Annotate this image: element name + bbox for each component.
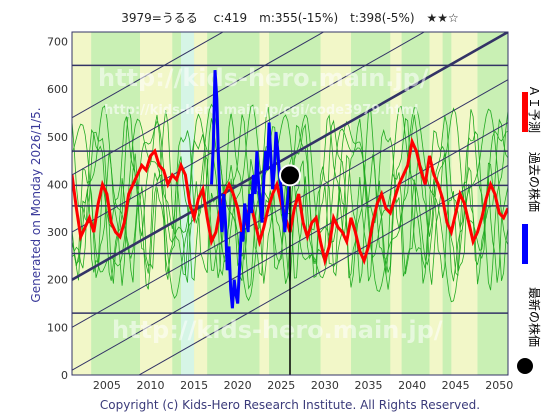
chart-title: 3979=うるる c:419 m:355(-15%) t:398(-5%) ★★…: [121, 11, 459, 25]
y-axis-ticks: 0 100 200 300 400 500 600 700: [47, 36, 68, 382]
y-tick-label: 400: [47, 178, 68, 191]
trend-line-4: [72, 32, 426, 233]
legend-swatch-history: [522, 224, 528, 264]
x-tick-label: 2035: [354, 379, 382, 392]
x-tick-label: 2040: [398, 379, 426, 392]
watermark-middle: http://kids-hero.main.jp/cgi/code3979.ht…: [104, 103, 419, 118]
x-axis-ticks: 2005 2010 2015 2020 2025 2030 2035 2040 2045 2050: [93, 379, 513, 392]
x-tick-label: 2020: [224, 379, 252, 392]
background-band-2: [181, 32, 195, 375]
watermark: http://kids-hero.main.jp/ http://kids-he…: [98, 64, 443, 344]
trend-line-6: [72, 32, 224, 119]
legend-label-prediction: ＡＩ予測: [527, 85, 541, 133]
legend-swatch-prediction: [522, 92, 528, 132]
y-tick-label: 0: [61, 369, 68, 382]
y-tick-label: 600: [47, 83, 68, 96]
green-oscillation-4: [72, 103, 508, 303]
watermark-bottom: http://kids-hero.main.jp/: [112, 316, 443, 344]
trend-line-5: [72, 32, 325, 176]
x-tick-label: 2025: [267, 379, 295, 392]
x-tick-label: 2010: [136, 379, 164, 392]
x-tick-label: 2005: [93, 379, 121, 392]
x-tick-label: 2030: [311, 379, 339, 392]
background-band-7: [429, 32, 443, 375]
legend-item-latest: 最新の株価: [517, 287, 542, 374]
background-band-0: [72, 32, 92, 375]
history-series-line: [210, 70, 292, 309]
plot-area: http://kids-hero.main.jp/ http://kids-he…: [71, 31, 509, 376]
legend-swatch-latest: [517, 358, 533, 374]
y-tick-label: 200: [47, 274, 68, 287]
watermark-top: http://kids-hero.main.jp/: [98, 64, 429, 92]
generated-date-label: Generated on Monday 2026/1/5.: [29, 107, 43, 302]
copyright-footer: Copyright (c) Kids-Hero Research Institu…: [100, 398, 480, 412]
y-tick-label: 700: [47, 36, 68, 49]
y-tick-label: 500: [47, 131, 68, 144]
legend-item-prediction: ＡＩ予測: [522, 85, 541, 133]
x-tick-label: 2045: [442, 379, 470, 392]
x-tick-label: 2015: [180, 379, 208, 392]
y-tick-label: 300: [47, 226, 68, 239]
x-tick-label: 2050: [485, 379, 513, 392]
legend-label-latest: 最新の株価: [527, 287, 542, 347]
latest-price-marker: [279, 164, 301, 187]
plot-border: [71, 31, 509, 376]
y-tick-label: 100: [47, 321, 68, 334]
trend-line-3: [72, 32, 508, 281]
legend-label-history: 過去の株価: [527, 152, 542, 212]
legend: ＡＩ予測 過去の株価 最新の株価: [517, 85, 542, 374]
legend-item-history: 過去の株価: [522, 152, 542, 264]
